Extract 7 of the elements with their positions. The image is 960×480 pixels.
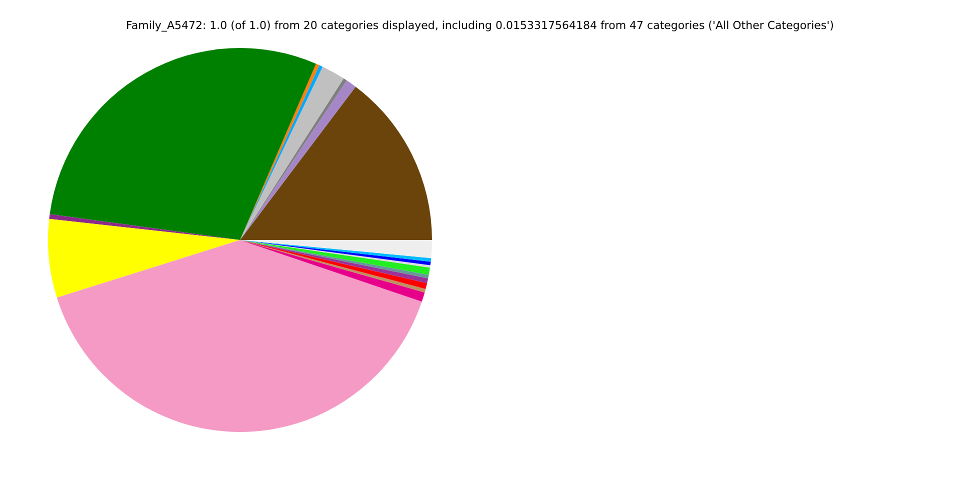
pie-slice [240, 240, 425, 302]
pie-slice [240, 240, 432, 258]
pie-slice [56, 240, 422, 432]
pie-slice [50, 48, 316, 240]
pie-slice [48, 218, 240, 298]
text: Family_A5472: 1.0 (of 1.0) from 20 categories displayed, including 0.0153317564184 from 47 categories ('All Other Categories') [126, 19, 834, 32]
pie-slice [240, 86, 432, 240]
